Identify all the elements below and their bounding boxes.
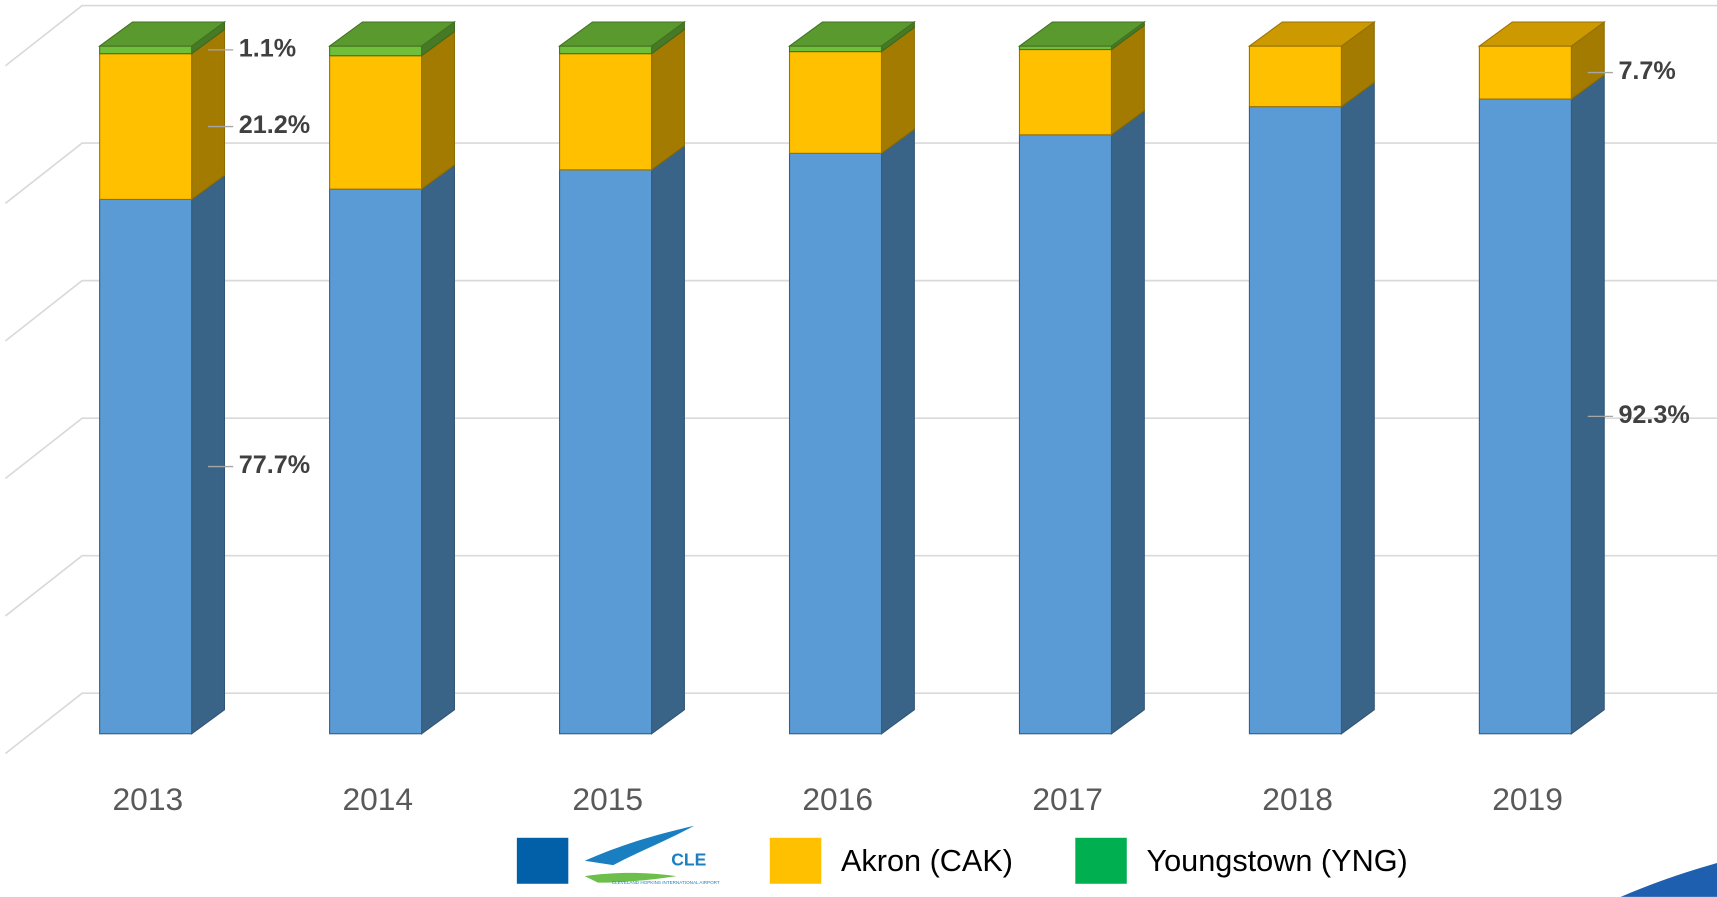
- bar: [329, 55, 423, 190]
- legend-swatch: [769, 837, 822, 884]
- logo-swoosh: [584, 825, 695, 866]
- legend-swatch: [516, 837, 569, 884]
- bar: [559, 53, 653, 171]
- x-tick-label: 2019: [1492, 781, 1563, 817]
- bar: [1018, 48, 1112, 136]
- legend-label: Youngstown (YNG): [1146, 844, 1407, 878]
- bar: [1248, 45, 1342, 108]
- bar-top: [1477, 21, 1606, 47]
- bar-side: [191, 174, 226, 735]
- grid: [4, 4, 1717, 755]
- bar: [559, 169, 653, 735]
- grid-line: [4, 4, 1717, 67]
- bar: [329, 45, 423, 57]
- bar: [1248, 106, 1342, 735]
- data-label: 1.1%: [239, 35, 296, 63]
- bar-side: [1570, 73, 1605, 735]
- bar-side: [191, 28, 226, 201]
- bar: [1478, 98, 1572, 735]
- bar-side: [880, 128, 915, 735]
- grid-line: [4, 692, 1717, 755]
- bar: [1018, 134, 1112, 735]
- bar-top: [327, 21, 457, 47]
- x-tick-label: 2018: [1262, 781, 1333, 817]
- bar-top: [787, 21, 917, 47]
- logo-swoosh: [584, 872, 677, 883]
- legend-logo: CLE CLEVELAND HOPKINS INTERNATIONAL AIRP…: [584, 825, 720, 885]
- corner-decoration: [1620, 862, 1717, 897]
- bar-side: [421, 30, 455, 191]
- grid-line: [4, 554, 1717, 617]
- legend-label: Akron (CAK): [841, 844, 1013, 878]
- bars: [97, 20, 1606, 735]
- bar: [329, 188, 423, 735]
- logo-text: CLE: [671, 849, 706, 869]
- bar: [788, 51, 883, 154]
- bar-top: [1247, 21, 1376, 47]
- bar-side: [421, 163, 455, 735]
- x-tick-label: 2013: [113, 781, 184, 817]
- grid-line: [4, 279, 1717, 342]
- bar: [788, 45, 883, 53]
- labels: 2013 77.7% 21.2% 1.1% 2014 2015 2016 2017 2018 20…: [113, 35, 1690, 818]
- bar-top: [557, 21, 687, 47]
- x-tick-label: 2014: [342, 781, 413, 817]
- bar: [99, 198, 193, 735]
- bar: [99, 45, 193, 55]
- grid-line: [4, 142, 1717, 204]
- grid-line: [4, 417, 1717, 480]
- data-label: 77.7%: [239, 451, 310, 479]
- data-label: 92.3%: [1618, 401, 1689, 429]
- x-tick-label: 2015: [572, 781, 643, 817]
- bar-top: [97, 21, 227, 47]
- bar: [99, 53, 193, 200]
- logo-subtitle: CLEVELAND HOPKINS INTERNATIONAL AIRPORT: [612, 880, 720, 885]
- bar: [788, 152, 883, 735]
- bar-side: [650, 144, 685, 735]
- legend: CLE CLEVELAND HOPKINS INTERNATIONAL AIRP…: [516, 825, 1408, 885]
- bar-side: [1340, 81, 1375, 735]
- data-label: 7.7%: [1618, 57, 1675, 85]
- x-tick-label: 2017: [1032, 781, 1103, 817]
- legend-swatch: [1075, 837, 1127, 884]
- bar: [1478, 45, 1572, 100]
- bar-top: [1017, 21, 1146, 47]
- x-tick-label: 2016: [802, 781, 873, 817]
- bar: [559, 45, 653, 55]
- bar-side: [1110, 109, 1145, 735]
- data-label: 21.2%: [239, 111, 310, 139]
